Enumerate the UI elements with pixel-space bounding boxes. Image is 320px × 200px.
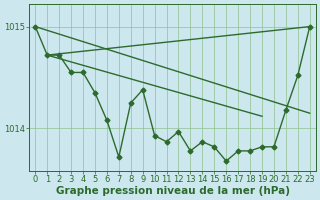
X-axis label: Graphe pression niveau de la mer (hPa): Graphe pression niveau de la mer (hPa) [55,186,290,196]
